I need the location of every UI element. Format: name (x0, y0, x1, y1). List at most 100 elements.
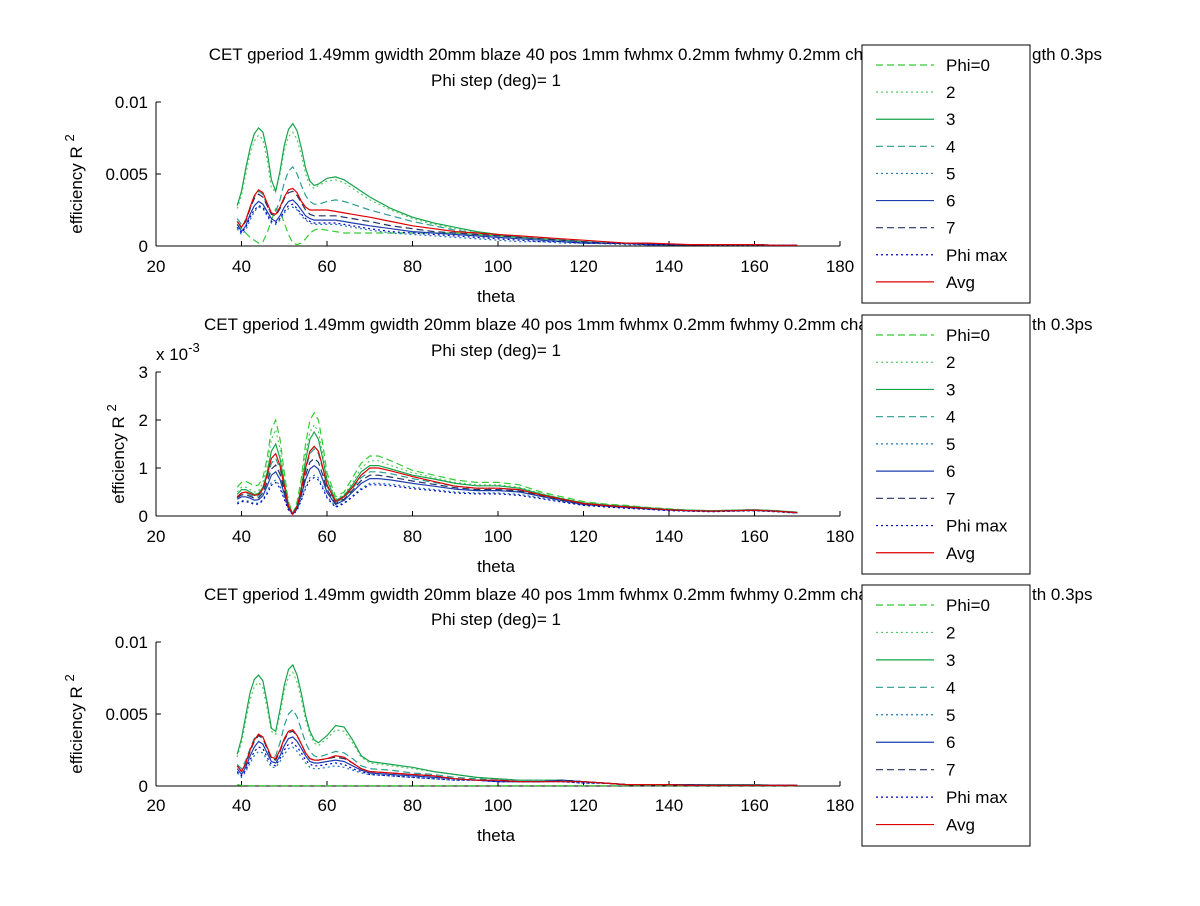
x-tick-label: 100 (484, 257, 512, 276)
chart-title-tail: th 0.3ps (1032, 315, 1093, 334)
x-tick-label: 60 (318, 257, 337, 276)
x-tick-label: 60 (318, 796, 337, 815)
x-tick-label: 60 (318, 527, 337, 546)
y-tick-label: 0 (139, 237, 148, 256)
series-line (236, 430, 798, 515)
series-line (236, 165, 798, 246)
y-axis-label: efficiency R 2 (104, 404, 128, 504)
x-tick-label: 160 (740, 527, 768, 546)
series-line (236, 457, 798, 516)
legend-label: Phi=0 (946, 596, 990, 615)
legend-label: 3 (946, 110, 955, 129)
legend-label: Avg (946, 816, 975, 835)
series-line (236, 736, 798, 786)
legend-label: 6 (946, 733, 955, 752)
legend-label: 3 (946, 651, 955, 670)
series-line (236, 423, 798, 516)
x-axis-label: theta (477, 557, 515, 576)
chart-title-tail: gth 0.3ps (1032, 45, 1102, 64)
legend-label: Phi max (946, 246, 1008, 265)
legend-label: Avg (946, 544, 975, 563)
series-line (237, 784, 798, 787)
series-line (236, 474, 798, 515)
series-line (236, 187, 798, 246)
legend-label: 5 (946, 164, 955, 183)
series-lines (236, 122, 798, 246)
series-lines (236, 663, 798, 787)
x-tick-label: 180 (826, 796, 854, 815)
x-axis-label: theta (477, 826, 515, 845)
y-axis-label: efficiency R 2 (62, 134, 86, 234)
x-tick-label: 100 (484, 796, 512, 815)
legend-label: 2 (946, 83, 955, 102)
legend-label: 6 (946, 192, 955, 211)
x-tick-label: 80 (403, 257, 422, 276)
series-line (236, 131, 798, 246)
x-tick-label: 160 (740, 257, 768, 276)
legend-box (861, 44, 1031, 304)
chart-subtitle: Phi step (deg)= 1 (431, 610, 561, 629)
series-line (236, 742, 798, 786)
legend: Phi=0 2 3 4 5 6 7 Phi max Avg (861, 584, 1031, 847)
x-tick-label: 20 (147, 257, 166, 276)
legend-label: Phi=0 (946, 326, 990, 345)
legend-label: 4 (946, 137, 955, 156)
x-tick-label: 140 (655, 796, 683, 815)
y-tick-label: 2 (139, 411, 148, 430)
y-tick-label: 3 (139, 363, 148, 382)
x-tick-label: 120 (569, 257, 597, 276)
legend-label: 2 (946, 623, 955, 642)
x-tick-label: 120 (569, 527, 597, 546)
x-tick-label: 100 (484, 527, 512, 546)
y-tick-label: 0 (139, 777, 148, 796)
y-tick-label: 0.01 (115, 633, 148, 652)
legend-label: 4 (946, 678, 955, 697)
series-line (236, 671, 798, 786)
x-tick-label: 40 (232, 527, 251, 546)
legend-label: 4 (946, 408, 955, 427)
x-tick-label: 40 (232, 796, 251, 815)
series-line (236, 445, 798, 516)
series-line (236, 199, 798, 246)
legend-label: Avg (946, 273, 975, 292)
chart-subtitle: Phi step (deg)= 1 (431, 341, 561, 360)
y-tick-label: 0.005 (105, 705, 148, 724)
legend-box (861, 314, 1031, 575)
y-tick-label: 0 (139, 507, 148, 526)
series-line (236, 730, 798, 786)
chart-title: CET gperiod 1.49mm gwidth 20mm blaze 40 … (204, 315, 916, 334)
x-tick-label: 120 (569, 796, 597, 815)
subplot-3: 20 40 60 80 100 120 140 160 180 0 0.005 0.01 CET gpe… (62, 584, 1093, 847)
x-tick-label: 20 (147, 796, 166, 815)
chart-title-tail: th 0.3ps (1032, 585, 1093, 604)
y-axis-label: efficiency R 2 (62, 674, 86, 774)
x-tick-label: 80 (403, 527, 422, 546)
y-tick-label: 1 (139, 459, 148, 478)
y-tick-label: 0.005 (105, 165, 148, 184)
legend: Phi=0 2 3 4 5 6 7 Phi max Avg (861, 44, 1031, 304)
chart-subtitle: Phi step (deg)= 1 (431, 71, 561, 90)
legend-label: 3 (946, 380, 955, 399)
legend-label: 5 (946, 706, 955, 725)
series-lines (236, 411, 798, 516)
legend-box (861, 584, 1031, 847)
series-line (236, 206, 798, 246)
y-exponent-label: x 10-3 (156, 340, 200, 364)
legend-label: 7 (946, 219, 955, 238)
series-line (236, 447, 798, 515)
series-line (236, 708, 798, 786)
legend: Phi=0 2 3 4 5 6 7 Phi max Avg (861, 314, 1031, 575)
legend-label: 5 (946, 435, 955, 454)
subplot-1: 20 40 60 80 100 120 140 160 180 0 0.005 0.01 CET gpe… (62, 44, 1102, 306)
chart-title: CET gperiod 1.49mm gwidth 20mm blaze 40 … (209, 45, 912, 64)
x-axis-label: theta (477, 287, 515, 306)
series-line (236, 411, 798, 516)
legend-label: Phi=0 (946, 56, 990, 75)
series-line (236, 729, 798, 786)
series-line (236, 207, 798, 246)
legend-label: 2 (946, 353, 955, 372)
legend-label: 6 (946, 462, 955, 481)
